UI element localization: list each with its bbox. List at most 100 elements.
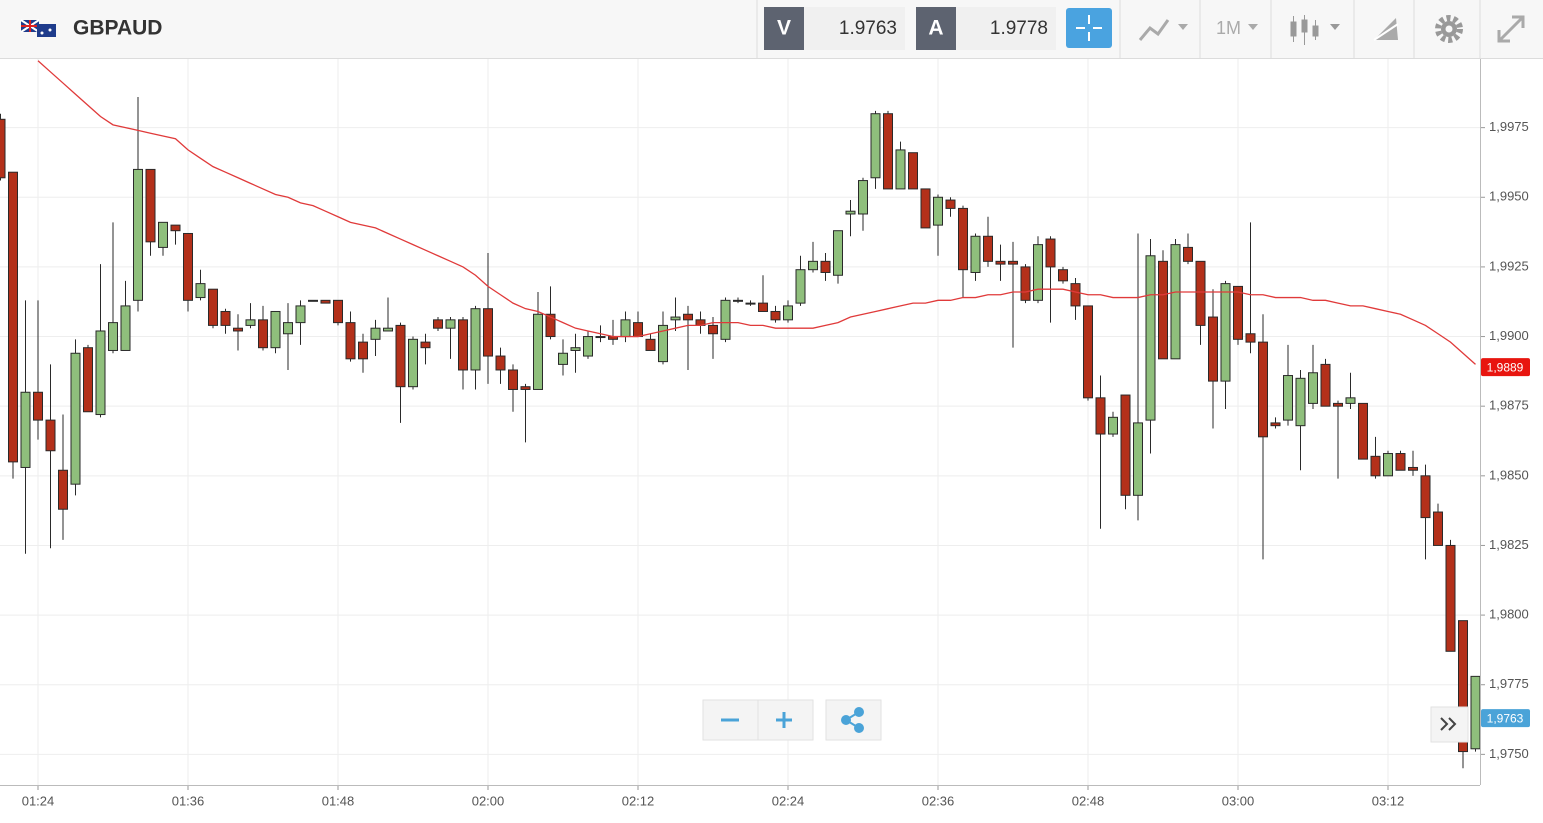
candle-body	[58, 469, 68, 510]
fullscreen-button[interactable]	[1497, 15, 1525, 43]
candle-body	[1270, 422, 1281, 427]
bid-button[interactable]	[764, 7, 804, 50]
candle-body	[1433, 511, 1443, 546]
candle-body	[933, 196, 943, 226]
candle-body	[1133, 422, 1143, 496]
candle-body	[533, 313, 543, 390]
candle-body	[183, 232, 193, 301]
ask-label: A	[928, 17, 943, 40]
y-tick-label: 1,9875	[1489, 398, 1529, 413]
candle-body	[1295, 377, 1306, 427]
candle-body	[920, 188, 931, 229]
share-button[interactable]	[825, 699, 882, 741]
candle-body	[1245, 333, 1256, 343]
crosshair-button[interactable]	[1066, 8, 1112, 48]
candle-body	[308, 299, 318, 302]
candle-body	[858, 180, 868, 215]
candle-body	[983, 235, 993, 262]
candle-body	[45, 419, 56, 452]
drawing-button[interactable]	[1373, 18, 1399, 41]
candles	[0, 96, 1480, 769]
y-tick-label: 1,9775	[1489, 676, 1529, 691]
y-tick-label: 1,9800	[1489, 607, 1529, 622]
candle-body	[158, 221, 168, 248]
candle-body	[1083, 305, 1093, 399]
candle-body	[1008, 260, 1018, 265]
candle-body	[70, 352, 81, 485]
candle-body	[658, 324, 668, 363]
candle-body	[1445, 544, 1456, 652]
ask-price: 1.9778	[990, 18, 1048, 39]
toolbar: GBPAUD V 1.9763 A 1.9778 1M	[0, 0, 1543, 59]
candle-body	[1383, 453, 1393, 477]
candle-body	[1158, 260, 1168, 360]
timeframe-caret	[1248, 24, 1258, 30]
candle-body	[1258, 341, 1268, 438]
candle-body	[1358, 402, 1368, 460]
plus-icon	[776, 712, 792, 728]
x-tick-label: 01:36	[172, 793, 205, 808]
candle-body	[283, 322, 293, 335]
candle-body	[895, 149, 906, 190]
candle-body	[408, 338, 418, 388]
separators	[756, 0, 1481, 58]
candle-body	[395, 324, 406, 388]
price-tag	[1481, 709, 1530, 728]
candle-body	[1045, 238, 1056, 268]
y-tick-label: 1,9850	[1489, 467, 1529, 482]
candle-body	[1170, 244, 1181, 360]
candle-body	[795, 269, 806, 304]
candle-body	[708, 324, 718, 335]
ask-button[interactable]	[916, 7, 956, 50]
candle-body	[958, 207, 968, 271]
candle-body	[170, 224, 181, 232]
timeframe[interactable]: 1M	[1216, 18, 1241, 38]
candle-body	[1033, 244, 1043, 301]
candle-body	[833, 230, 843, 276]
candle-body	[770, 310, 781, 321]
candle-body	[483, 308, 493, 357]
scroll-end-button[interactable]	[1430, 706, 1469, 743]
candle-body	[1095, 397, 1106, 435]
y-tick-label: 1,9825	[1489, 537, 1529, 552]
candle-body	[345, 322, 356, 360]
x-tick-label: 02:00	[472, 793, 505, 808]
y-tick-label: 1,9900	[1489, 328, 1529, 343]
candle-body	[108, 322, 118, 351]
candle-body	[383, 327, 393, 332]
candle-body	[508, 369, 518, 390]
bid-label: V	[777, 17, 791, 40]
y-tick-label: 1,9750	[1489, 746, 1529, 761]
candle-body	[720, 299, 731, 340]
bid-box	[804, 7, 905, 50]
settings-button[interactable]	[1435, 15, 1463, 43]
candle-body	[870, 113, 881, 179]
candle-body	[883, 113, 893, 190]
candle-body	[445, 319, 456, 329]
crosshair-icon	[1076, 15, 1102, 41]
candle-body	[420, 341, 431, 349]
candle-body	[358, 341, 368, 360]
candles-button[interactable]	[1290, 15, 1340, 45]
candle-body	[558, 352, 568, 365]
flag	[20, 19, 56, 37]
candle-body	[20, 391, 31, 468]
candle-body	[1183, 246, 1193, 262]
candle-body	[33, 391, 43, 421]
chart-type-button[interactable]	[1138, 19, 1188, 41]
candle-body	[820, 260, 831, 273]
candle-body	[1233, 285, 1243, 340]
moving-average-line	[37, 60, 1476, 365]
candle-body	[495, 355, 506, 371]
candle-body	[1283, 375, 1293, 421]
candle-body	[1470, 675, 1480, 750]
candle-body	[1195, 260, 1206, 326]
candle-body	[808, 260, 818, 271]
price-tag	[1481, 358, 1530, 377]
candle-body	[208, 288, 218, 326]
candle-body	[583, 336, 593, 357]
x-tick-label: 03:00	[1222, 793, 1255, 808]
zoom-controls	[702, 699, 1469, 743]
candle-body	[1058, 269, 1068, 282]
candle-body	[1420, 475, 1431, 519]
